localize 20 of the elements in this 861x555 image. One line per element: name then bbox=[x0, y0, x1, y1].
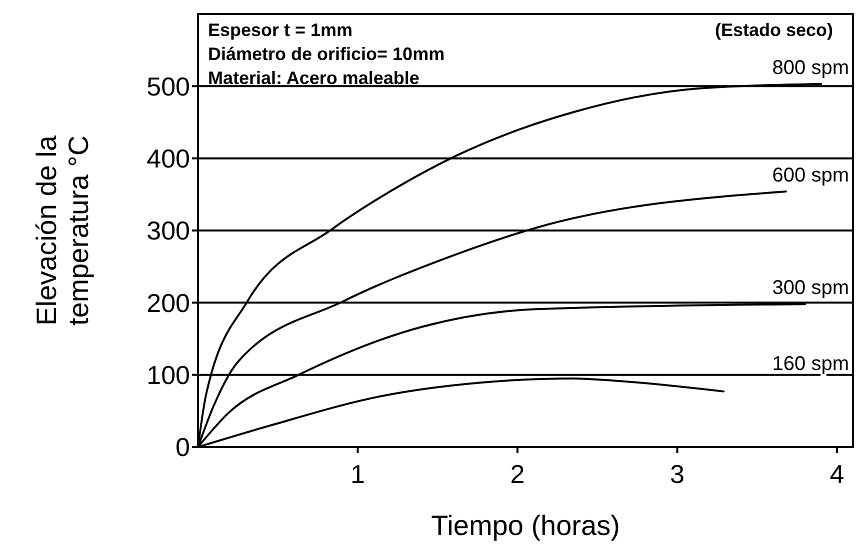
y-axis-title: Elevación de la temperatura °C bbox=[31, 135, 94, 326]
y-tick-label: 300 bbox=[146, 216, 190, 246]
x-tick-label: 2 bbox=[510, 459, 525, 489]
x-tick-label: 4 bbox=[830, 459, 844, 489]
y-tick-label: 200 bbox=[146, 288, 190, 318]
y-tick-label: 400 bbox=[146, 143, 190, 174]
y-tick-label: 500 bbox=[146, 71, 190, 102]
text: 160 spm bbox=[772, 352, 849, 375]
series-label: 800 spm bbox=[772, 57, 849, 79]
annotation: (Estado seco) bbox=[714, 20, 834, 40]
annotation: Material: Acero maleable bbox=[208, 68, 420, 88]
series-label: 300 spm bbox=[772, 277, 849, 300]
x-tick-label: 3 bbox=[670, 459, 685, 489]
x-axis-title: Tiempo (horas) bbox=[431, 510, 620, 541]
y-tick-label: 0 bbox=[176, 432, 190, 462]
series-label: 600 spm bbox=[772, 164, 849, 187]
annotation: Espesor t = 1mm bbox=[208, 20, 353, 40]
y-tick-label: 100 bbox=[146, 360, 190, 390]
x-tick-label: 1 bbox=[350, 459, 365, 489]
annotation: Diámetro de orificio= 10mm bbox=[208, 44, 445, 64]
